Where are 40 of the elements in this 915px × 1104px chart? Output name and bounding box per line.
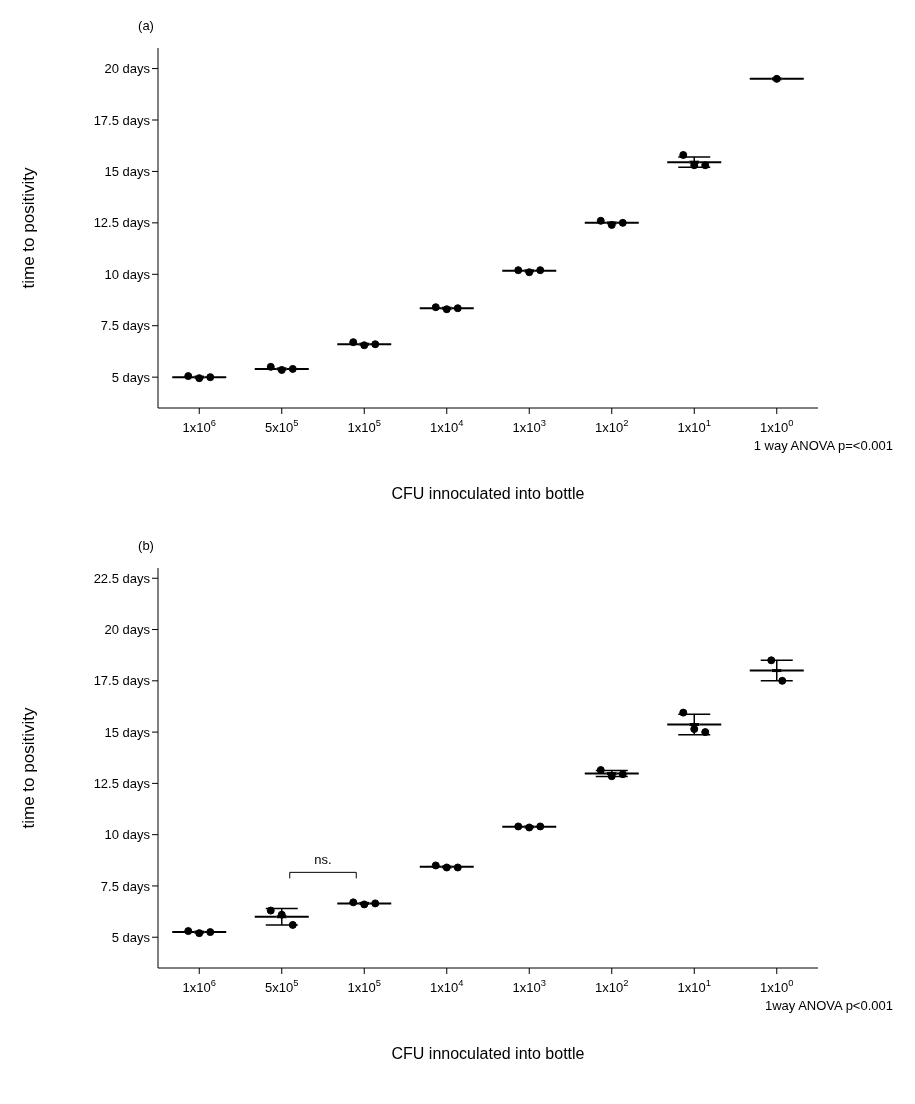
y-tick-label: 15 days [104, 164, 151, 180]
y-tick-label: 7.5 days [100, 878, 151, 894]
x-tick-label: 1x10$^{0}$ [760, 978, 794, 995]
y-tick-label: 10 days [104, 266, 151, 282]
x-tick-label: 1x10$^{5}$ [347, 418, 381, 435]
y-axis-title: time to positivity [19, 707, 39, 829]
text: (a) [138, 18, 154, 33]
y-tick-label: 15 days [104, 724, 151, 740]
x-tick-label: 5x10$^{5}$ [265, 418, 299, 435]
x-tick-label: 1x10$^{4}$ [430, 978, 464, 995]
y-tick-label: 22.5 days [93, 570, 151, 586]
annotation: ns. [314, 852, 332, 868]
x-tick-label: 1x10$^{4}$ [430, 418, 464, 435]
x-tick-label: 1x10$^{5}$ [347, 978, 381, 995]
x-axis-title: CFU innoculated into bottle [391, 485, 585, 503]
y-tick-label: 5 days [111, 929, 151, 945]
text: 1way ANOVA p<0.001 [764, 998, 893, 1013]
y-tick-label: 5 days [111, 369, 151, 385]
y-tick-label: 12.5 days [93, 776, 151, 791]
y-tick-label: 12.5 days [93, 215, 151, 231]
y-tick-label: 17.5 days [93, 112, 151, 128]
y-tick-label: 20 days [104, 61, 151, 77]
x-tick-label: 1x10$^{2}$ [595, 978, 629, 995]
x-axis-title: CFU innoculated into bottle [391, 1045, 585, 1063]
x-tick-label: 1x10$^{0}$ [760, 418, 794, 435]
y-axis-title: time to positivity [19, 167, 39, 289]
text: (b) [138, 538, 154, 553]
x-tick-label: 1x10$^{1}$ [677, 418, 711, 435]
y-tick-label: 10 days [104, 827, 151, 843]
x-tick-label: 1x10$^{3}$ [512, 978, 546, 995]
x-tick-label: 1x10$^{6}$ [182, 418, 216, 435]
y-tick-label: 17.5 days [93, 673, 151, 689]
y-tick-label: 7.5 days [100, 318, 151, 334]
x-tick-label: 1x10$^{6}$ [182, 978, 216, 995]
text: 1 way ANOVA p=<0.001 [753, 438, 893, 453]
y-tick-label: 20 days [104, 622, 151, 638]
x-tick-label: 1x10$^{3}$ [512, 418, 546, 435]
x-tick-label: 1x10$^{1}$ [677, 978, 711, 995]
x-tick-label: 5x10$^{5}$ [265, 978, 299, 995]
x-tick-label: 1x10$^{2}$ [595, 418, 629, 435]
